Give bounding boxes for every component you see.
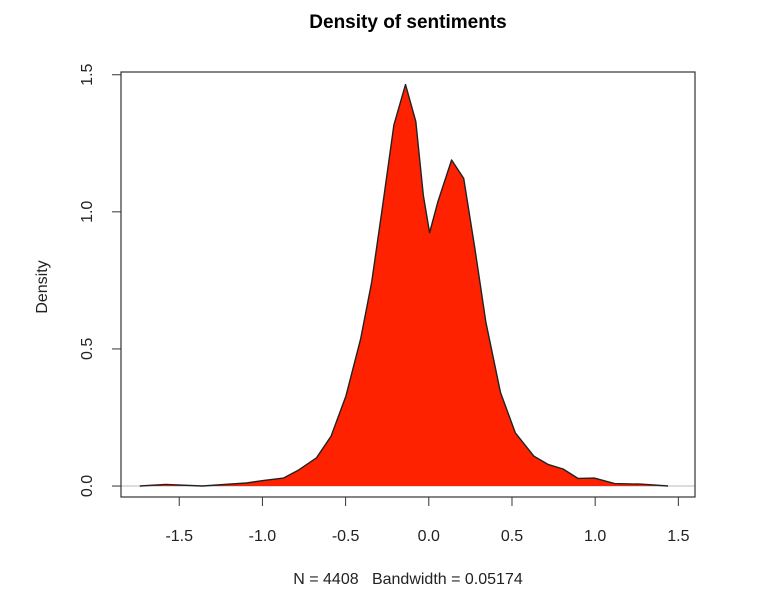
y-tick-label: 1.5 bbox=[79, 63, 96, 85]
x-tick-label: 0.0 bbox=[418, 528, 440, 545]
y-tick-label: 0.5 bbox=[79, 338, 96, 360]
y-axis: 0.0 0.5 1.0 1.5 bbox=[79, 63, 122, 497]
x-tick-label: -1.0 bbox=[249, 528, 277, 545]
y-tick-label: 0.0 bbox=[79, 475, 96, 497]
x-axis-title: N = 4408 Bandwidth = 0.05174 bbox=[293, 571, 523, 588]
x-tick-label: -0.5 bbox=[332, 528, 360, 545]
x-tick-label: 0.5 bbox=[501, 528, 523, 545]
x-tick-label: 1.5 bbox=[667, 528, 689, 545]
x-tick-label: 1.0 bbox=[584, 528, 606, 545]
y-axis-title: Density bbox=[34, 260, 51, 313]
chart-title: Density of sentiments bbox=[309, 12, 506, 33]
density-area bbox=[139, 84, 669, 486]
x-axis: -1.5 -1.0 -0.5 0.0 0.5 1.0 1.5 bbox=[165, 496, 690, 545]
y-tick-label: 1.0 bbox=[79, 201, 96, 223]
plot-area bbox=[121, 83, 695, 487]
density-line bbox=[139, 83, 669, 487]
x-tick-label: -1.5 bbox=[165, 528, 193, 545]
